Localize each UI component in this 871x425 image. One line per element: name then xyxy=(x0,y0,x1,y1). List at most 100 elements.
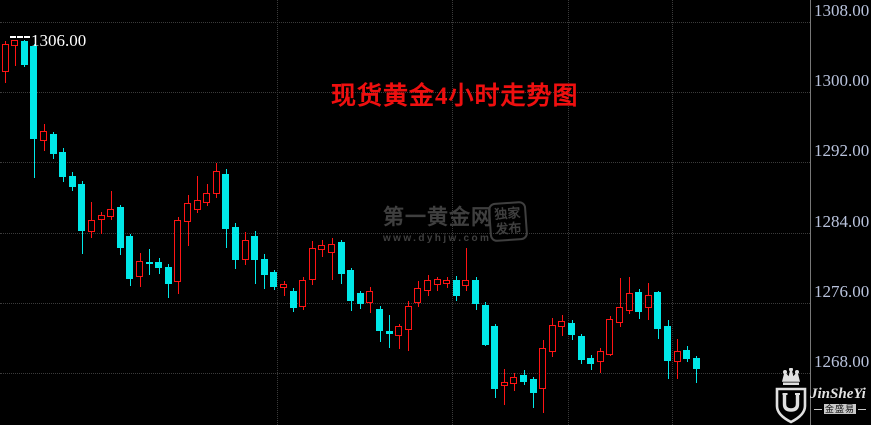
candle-body-up xyxy=(501,381,508,387)
candle-body-up xyxy=(462,280,469,287)
candle-body-down xyxy=(290,291,297,309)
candle-wick-up xyxy=(15,39,16,66)
high-tick-dashes xyxy=(10,36,30,38)
price-axis-tick-label: 1268.00 xyxy=(814,352,870,371)
candle-wick-up xyxy=(197,176,198,214)
candle-body-up xyxy=(366,291,373,303)
candle-body-down xyxy=(338,242,345,274)
candle-body-up xyxy=(674,351,681,363)
candle-body-up xyxy=(299,280,306,308)
candle-body-down xyxy=(261,258,268,275)
price-axis-tick-label: 1284.00 xyxy=(814,211,870,231)
candle-body-up xyxy=(136,260,143,278)
candle-body-down xyxy=(491,325,498,389)
candle-body-up xyxy=(2,43,9,72)
logo-subtext-chars: 金盛易 xyxy=(824,404,857,414)
candle-body-down xyxy=(59,151,66,178)
candle-body-up xyxy=(434,279,441,286)
candle-body-up xyxy=(443,280,450,284)
candle-body-down xyxy=(21,41,28,65)
candle-body-down xyxy=(482,305,489,345)
candle-body-down xyxy=(232,226,239,260)
candle-body-down xyxy=(347,270,354,301)
candle-body-up xyxy=(405,306,412,330)
candle-body-up xyxy=(213,171,220,194)
horizontal-gridline xyxy=(0,373,810,374)
candle-body-down xyxy=(386,330,393,335)
candle-body-down xyxy=(693,358,700,370)
candle-wick-up xyxy=(504,368,505,405)
candle-body-up xyxy=(510,376,517,384)
high-price-label: 1306.00 xyxy=(31,31,87,50)
crown-shield-icon xyxy=(775,367,807,424)
vertical-gridline xyxy=(672,0,673,425)
candle-body-up xyxy=(242,239,249,260)
candle-body-down xyxy=(520,374,527,382)
horizontal-gridline xyxy=(0,162,810,164)
candle-body-up xyxy=(280,283,287,288)
candle-body-up xyxy=(88,220,95,232)
horizontal-gridline xyxy=(0,302,810,304)
brand-logo: JinSheYi 金盛易 xyxy=(772,367,871,425)
candle-wick-up xyxy=(466,247,467,291)
candle-wick-up xyxy=(101,211,102,235)
candle-body-up xyxy=(558,321,565,328)
candle-body-down xyxy=(69,175,76,187)
logo-text: JinSheYi xyxy=(810,386,866,402)
horizontal-gridline xyxy=(0,232,810,234)
candle-body-down xyxy=(126,236,133,280)
candle-body-down xyxy=(683,350,690,359)
candle-body-down xyxy=(472,280,479,304)
price-axis-line xyxy=(810,0,811,425)
candle-body-down xyxy=(578,336,585,360)
candle-body-up xyxy=(184,202,191,223)
candle-wick-up xyxy=(111,190,112,221)
candle-body-up xyxy=(98,215,105,221)
candle-body-down xyxy=(30,45,37,139)
candle-wick-up xyxy=(91,201,92,238)
candle-body-down xyxy=(357,293,364,305)
candle-body-up xyxy=(606,318,613,355)
candlestick-plot-area xyxy=(0,0,810,425)
candle-body-up xyxy=(626,293,633,311)
candle-body-down xyxy=(146,261,153,265)
candle-body-up xyxy=(414,287,421,303)
candle-body-down xyxy=(50,134,57,154)
candle-body-down xyxy=(376,308,383,331)
horizontal-gridline xyxy=(0,92,810,94)
price-axis-tick-label: 1292.00 xyxy=(814,141,870,161)
candle-body-up xyxy=(174,220,181,282)
candle-body-up xyxy=(318,244,325,251)
candle-body-up xyxy=(328,244,335,253)
vertical-gridline xyxy=(568,0,569,425)
watermark-brand: 第一黄金网 xyxy=(383,206,493,229)
candle-body-down xyxy=(568,323,575,336)
watermark-badge-line2: 发布 xyxy=(494,220,522,237)
candle-body-up xyxy=(309,248,316,280)
candle-body-up xyxy=(424,280,431,292)
candle-body-up xyxy=(194,200,201,210)
watermark: 第一黄金网 www.dyhjw.com 独家 发布 xyxy=(383,200,529,244)
candle-body-down xyxy=(270,272,277,287)
candle-body-up xyxy=(645,294,652,309)
candle-body-down xyxy=(155,262,162,269)
chart-title: 现货黄金4小时走势图 xyxy=(331,83,579,110)
price-axis-tick-label: 1276.00 xyxy=(814,281,870,301)
candle-body-up xyxy=(616,307,623,323)
candle-body-down xyxy=(222,173,229,230)
horizontal-gridline xyxy=(0,22,810,23)
candle-body-down xyxy=(251,236,258,260)
watermark-url: www.dyhjw.com xyxy=(383,233,492,244)
candle-wick-up xyxy=(620,278,621,328)
candle-body-up xyxy=(203,193,210,203)
candle-body-up xyxy=(40,130,47,142)
vertical-gridline xyxy=(277,0,278,425)
candle-body-up xyxy=(395,325,402,337)
candle-body-down xyxy=(453,280,460,296)
candle-body-down xyxy=(587,358,594,365)
candle-body-down xyxy=(165,266,172,285)
candle-body-up xyxy=(539,348,546,389)
candle-body-down xyxy=(664,325,671,361)
candle-body-down xyxy=(530,379,537,394)
vertical-gridline xyxy=(452,0,453,425)
